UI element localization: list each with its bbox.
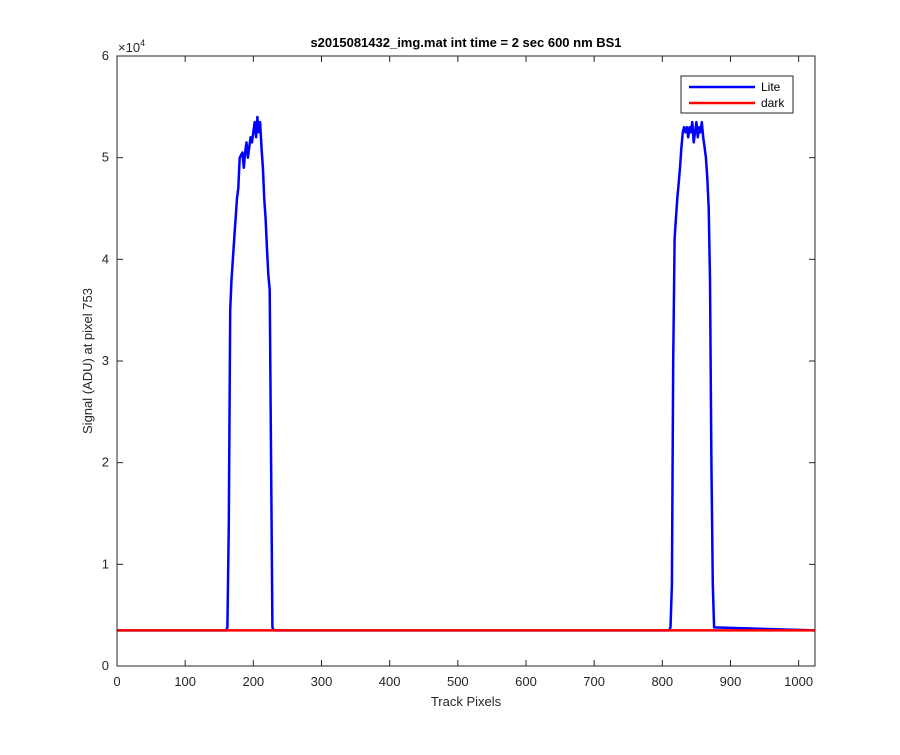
y-tick-label: 5	[102, 150, 109, 165]
x-tick-label: 400	[379, 674, 401, 689]
x-tick-label: 100	[174, 674, 196, 689]
legend-label: dark	[761, 96, 785, 110]
series-layer	[117, 115, 816, 632]
plot-area	[117, 56, 815, 666]
chart-title: s2015081432_img.mat int time = 2 sec 600…	[310, 35, 621, 50]
x-tick-label: 800	[651, 674, 673, 689]
y-exponent-label: ×104	[118, 38, 145, 55]
x-tick-label: 300	[311, 674, 333, 689]
x-tick-label: 500	[447, 674, 469, 689]
x-tick-label: 1000	[784, 674, 813, 689]
y-tick-label: 2	[102, 455, 109, 470]
legend: Lite dark	[680, 75, 794, 114]
x-tick-label: 600	[515, 674, 537, 689]
y-tick-label: 4	[102, 251, 109, 266]
x-tick-label: 0	[113, 674, 120, 689]
x-tick-label: 900	[720, 674, 742, 689]
y-exponent-power: 4	[140, 38, 145, 48]
y-tick-label: 0	[102, 658, 109, 673]
x-axis-label: Track Pixels	[431, 694, 502, 709]
legend-box	[680, 75, 794, 114]
legend-label: Lite	[761, 80, 781, 94]
x-axis: 0 100 200 300 400 500 600 700 800 900 1000	[113, 56, 813, 689]
y-tick-label: 3	[102, 353, 109, 368]
y-exponent-base: ×10	[118, 40, 140, 55]
y-tick-label: 1	[102, 556, 109, 571]
y-axis: 0 1 2 3 4 5 6	[102, 48, 815, 673]
x-tick-label: 700	[583, 674, 605, 689]
y-axis-label: Signal (ADU) at pixel 753	[80, 288, 95, 434]
y-tick-label: 6	[102, 48, 109, 63]
x-tick-label: 200	[242, 674, 264, 689]
